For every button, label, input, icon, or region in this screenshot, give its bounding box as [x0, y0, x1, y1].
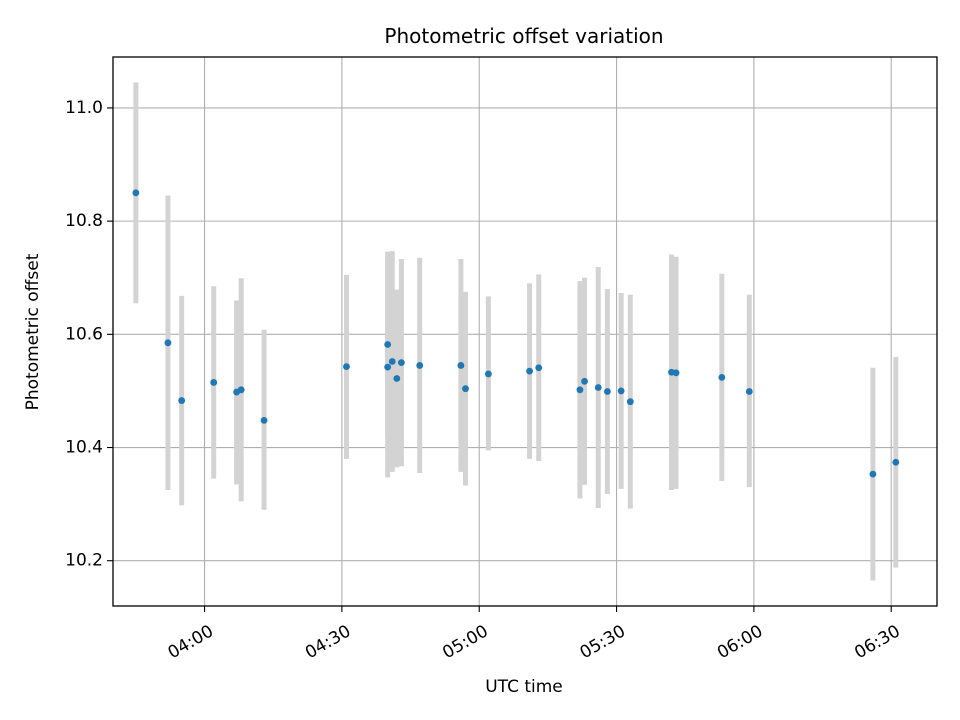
y-tick-label: 11.0	[65, 98, 103, 118]
data-point	[343, 363, 350, 370]
data-point	[178, 397, 186, 404]
data-point	[398, 359, 405, 367]
data-point	[164, 339, 172, 347]
data-point	[462, 385, 469, 393]
y-axis-label: Photometric offset	[23, 253, 43, 410]
data-point	[594, 384, 602, 391]
data-point	[484, 370, 492, 378]
y-tick-label: 10.2	[65, 551, 103, 571]
x-axis-label: UTC time	[485, 677, 563, 697]
data-point	[581, 377, 588, 385]
y-tick-label: 10.8	[65, 211, 103, 231]
data-point	[210, 379, 218, 386]
y-tick-label: 10.6	[65, 324, 103, 344]
data-point	[384, 363, 392, 371]
data-point	[416, 362, 424, 369]
data-point	[617, 387, 625, 395]
data-point	[604, 388, 611, 395]
data-point	[393, 375, 401, 382]
data-point	[535, 364, 543, 372]
plot-frame	[112, 56, 938, 607]
data-point	[672, 369, 680, 377]
data-point	[869, 470, 877, 478]
y-tick-label: 10.4	[65, 438, 103, 458]
grid	[113, 57, 937, 606]
data-point	[626, 398, 634, 406]
data-point	[384, 341, 392, 348]
chart-title: Photometric offset variation	[384, 24, 663, 48]
data-point	[892, 458, 900, 466]
data-point	[576, 386, 584, 394]
data-point	[260, 416, 268, 424]
data-point	[745, 388, 753, 395]
data-point	[237, 386, 245, 394]
data-point	[718, 373, 726, 381]
data-points	[132, 189, 900, 478]
data-point	[457, 362, 465, 369]
data-point	[132, 189, 140, 197]
y-axis-ticks: 10.2 10.4 10.6 10.8 11.0	[65, 98, 113, 571]
data-point	[388, 358, 396, 365]
data-point	[526, 367, 533, 375]
